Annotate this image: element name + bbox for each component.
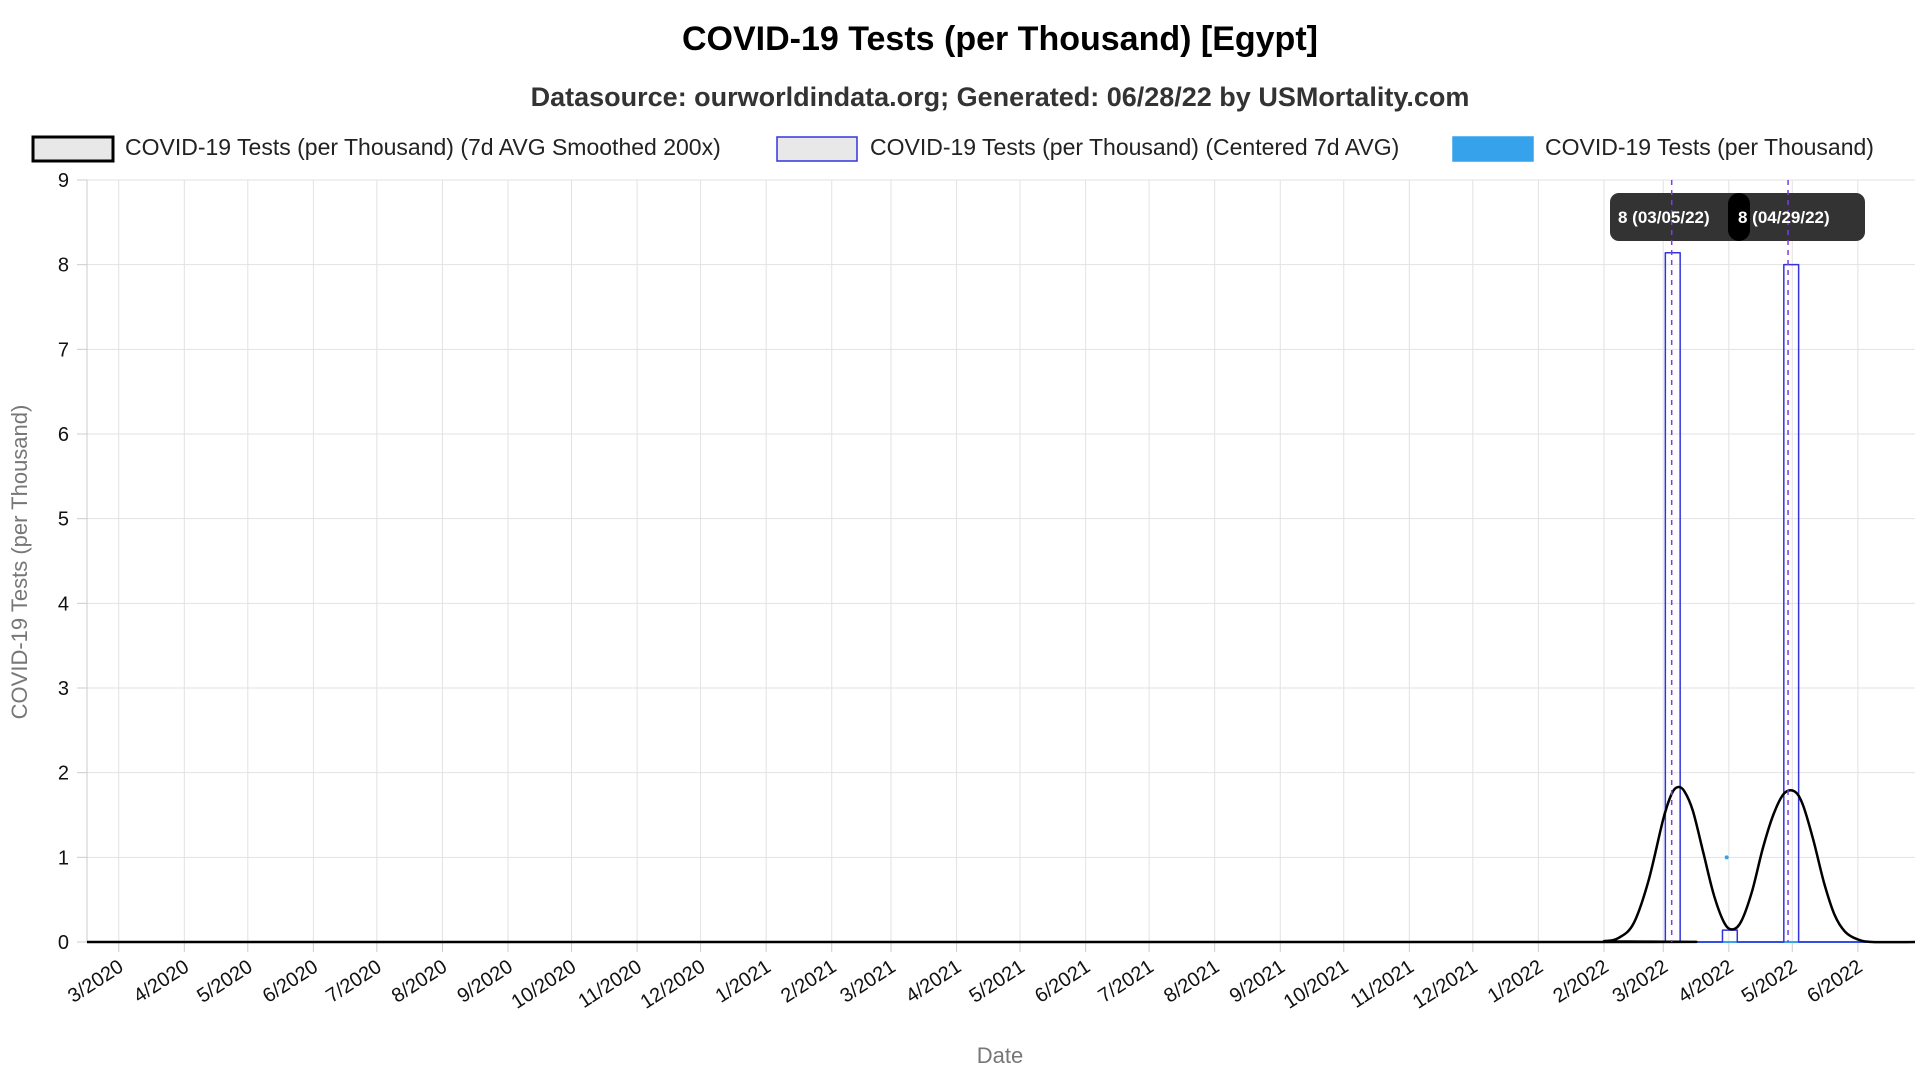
y-tick-label: 7 [58,339,69,361]
x-tick-label: 11/2020 [574,956,645,1013]
series-line-2 [87,252,1915,943]
x-tick-label: 6/2020 [259,956,322,1008]
x-tick-label: 12/2021 [1409,956,1482,1014]
y-tick-label: 5 [58,509,69,531]
series-marker [1724,855,1729,860]
x-tick-label: 2/2021 [777,956,840,1008]
y-tick-label: 4 [58,593,69,615]
chart-legend: COVID-19 Tests (per Thousand) (7d AVG Sm… [31,134,1874,163]
x-tick-label: 3/2020 [64,956,127,1008]
x-tick-label: 7/2020 [322,956,385,1008]
x-tick-label: 5/2021 [965,956,1028,1008]
legend-label: COVID-19 Tests (per Thousand) (Centered … [870,134,1399,160]
y-axis: 0 1 2 3 4 5 6 7 8 9 [58,170,88,954]
x-tick-label: 1/2022 [1484,956,1547,1008]
x-tick-label: 11/2021 [1347,956,1418,1013]
chart-title: COVID-19 Tests (per Thousand) [Egypt] [682,20,1318,58]
y-tick-label: 6 [58,424,69,446]
x-tick-label: 9/2020 [453,956,516,1008]
chart-subtitle: Datasource: ourworldindata.org; Generate… [531,82,1470,112]
y-tick-label: 9 [58,170,69,192]
x-tick-label: 12/2020 [637,956,710,1014]
y-tick-label: 1 [58,847,69,869]
legend-swatch [776,136,858,162]
x-tick-label: 6/2021 [1031,956,1094,1008]
x-tick-label: 1/2021 [712,956,775,1008]
x-tick-label: 6/2022 [1803,956,1866,1008]
annotation-label: 8 (03/05/22) [1618,208,1710,227]
x-tick-label: 5/2022 [1738,956,1801,1008]
tooltip-divider [1728,193,1750,241]
legend-swatch [31,135,115,163]
x-tick-label: 3/2021 [836,956,899,1008]
x-tick-label: 9/2021 [1226,956,1289,1008]
x-tick-label: 2/2022 [1549,956,1612,1008]
x-axis: 3/2020 4/2020 5/2020 6/2020 7/2020 8/2020 9/20… [64,941,1915,1014]
x-tick-label: 4/2021 [902,956,965,1008]
y-tick-label: 0 [58,932,69,954]
x-tick-label: 8/2021 [1160,956,1223,1008]
x-tick-label: 10/2021 [1280,956,1353,1014]
annotation-label: 8 (04/29/22) [1738,208,1830,227]
x-tick-label: 10/2020 [508,956,581,1014]
x-tick-label: 8/2020 [388,956,451,1008]
x-tick-label: 4/2020 [130,956,193,1008]
y-tick-label: 8 [58,255,69,277]
x-tick-label: 4/2022 [1674,956,1737,1008]
y-axis-title: COVID-19 Tests (per Thousand) [7,405,32,720]
x-tick-label: 7/2021 [1095,956,1158,1008]
grid-lines [87,179,1915,943]
legend-label: COVID-19 Tests (per Thousand) (7d AVG Sm… [125,134,721,160]
chart-annotations: 8 (03/05/22) 8 (04/29/22) [1610,180,1865,942]
x-axis-title: Date [977,1043,1023,1068]
series-line-1 [86,785,1916,944]
legend-label: COVID-19 Tests (per Thousand) [1545,134,1874,160]
y-tick-label: 3 [58,678,69,700]
y-tick-label: 2 [58,763,69,785]
legend-swatch [1452,136,1534,162]
plot-area [86,252,1916,944]
x-tick-label: 3/2022 [1609,956,1672,1008]
x-tick-label: 5/2020 [193,956,256,1008]
